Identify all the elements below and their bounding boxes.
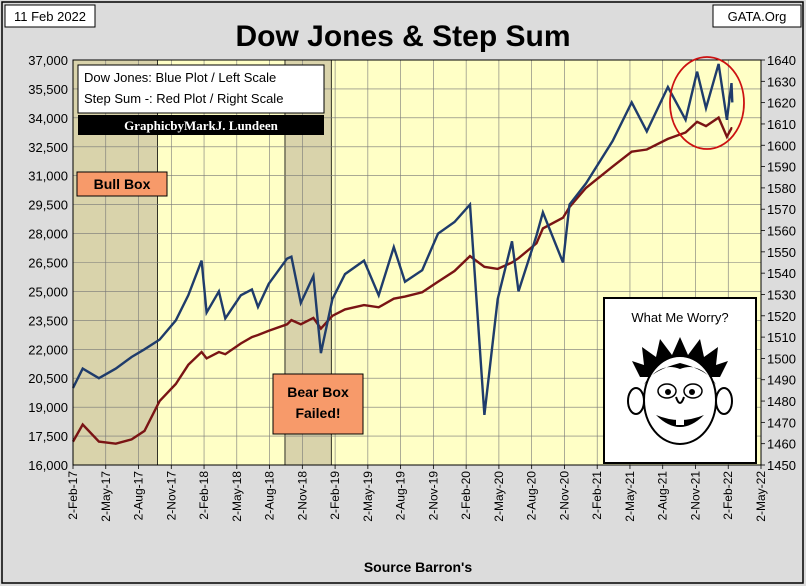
- legend-line-dow: Dow Jones: Blue Plot / Left Scale: [84, 70, 276, 85]
- left-tick-label: 29,500: [28, 198, 68, 213]
- x-tick-label: 2-Aug-20: [525, 471, 539, 521]
- right-tick-label: 1480: [767, 394, 796, 409]
- worry-label: What Me Worry?: [631, 310, 728, 325]
- series-line-step-sum: [71, 115, 733, 445]
- right-tick-label: 1530: [767, 287, 796, 302]
- bull-box-label: Bull Box: [94, 176, 151, 192]
- x-tick-label: 2-May-17: [99, 471, 113, 522]
- left-tick-label: 25,000: [28, 284, 68, 299]
- x-tick-label: 2-Feb-17: [66, 471, 80, 520]
- left-axis: 16,000 17,500 19,000 20,500 22,000 23,500 25,0…: [28, 53, 68, 473]
- right-tick-label: 1600: [767, 138, 796, 153]
- chart-title: Dow Jones & Step Sum: [235, 20, 570, 53]
- right-tick-label: 1470: [767, 415, 796, 430]
- left-tick-label: 32,500: [28, 140, 68, 155]
- x-tick-label: 2-Nov-17: [164, 471, 178, 521]
- legend-box: [77, 64, 325, 114]
- left-tick-label: 26,500: [28, 256, 68, 271]
- left-tick-label: 35,500: [28, 82, 68, 97]
- bear-box-label-line2: Failed!: [295, 405, 340, 421]
- date-box: [4, 4, 96, 28]
- highlight-circle: [669, 56, 745, 150]
- left-tick-label: 28,000: [28, 227, 68, 242]
- x-tick-label: 2-Feb-18: [197, 471, 211, 520]
- x-tick-label: 2-Nov-19: [426, 471, 440, 521]
- x-tick-label: 2-Nov-21: [688, 471, 702, 521]
- x-tick-label: 2-Feb-22: [721, 471, 735, 520]
- right-axis: 1450 1460 1470 1480 1490 1500 1510 1520 1530 1540…: [761, 53, 796, 473]
- date-label: 11 Feb 2022: [14, 9, 86, 24]
- right-tick-label: 1500: [767, 351, 796, 366]
- x-axis: 2-Feb-17 2-May-17 2-Aug-17 2-Nov-17 2-Feb-18…: [66, 465, 768, 522]
- x-tick-label: 2-May-21: [623, 471, 637, 522]
- credit-label: GraphicbyMarkJ. Lundeen: [124, 118, 279, 133]
- bear-box-label-box: [272, 373, 364, 435]
- cartoon-face-icon: [627, 337, 733, 445]
- bull-box-label-box: [76, 171, 168, 197]
- left-tick-label: 22,000: [28, 342, 68, 357]
- right-tick-label: 1580: [767, 181, 796, 196]
- x-tick-label: 2-May-18: [230, 471, 244, 522]
- x-tick-label: 2-Feb-21: [590, 471, 604, 520]
- plot-border: [72, 59, 762, 466]
- right-tick-label: 1450: [767, 458, 796, 473]
- site-box: [712, 4, 802, 28]
- series-line-dow-jones: [71, 63, 734, 416]
- x-tick-label: 2-Aug-18: [263, 471, 277, 521]
- legend-line-step: Step Sum -: Red Plot / Right Scale: [84, 91, 283, 106]
- right-tick-label: 1620: [767, 96, 796, 111]
- right-tick-label: 1560: [767, 224, 796, 239]
- left-tick-label: 34,000: [28, 111, 68, 126]
- x-tick-label: 2-Aug-19: [394, 471, 408, 521]
- x-tick-label: 2-Feb-20: [459, 471, 473, 520]
- right-tick-label: 1490: [767, 373, 796, 388]
- right-tick-label: 1460: [767, 437, 796, 452]
- x-tick-label: 2-Feb-19: [328, 471, 342, 520]
- right-tick-label: 1520: [767, 309, 796, 324]
- left-tick-label: 20,500: [28, 371, 68, 386]
- right-tick-label: 1550: [767, 245, 796, 260]
- right-tick-label: 1640: [767, 53, 796, 68]
- x-tick-label: 2-Aug-21: [656, 471, 670, 521]
- credit-box: [78, 115, 324, 135]
- right-tick-label: 1610: [767, 117, 796, 132]
- x-tick-label: 2-Nov-18: [295, 471, 309, 521]
- x-tick-label: 2-Nov-20: [557, 471, 571, 521]
- left-tick-label: 16,000: [28, 458, 68, 473]
- left-tick-label: 23,500: [28, 313, 68, 328]
- left-tick-label: 31,000: [28, 169, 68, 184]
- left-tick-label: 19,000: [28, 400, 68, 415]
- x-tick-label: 2-Aug-17: [132, 471, 146, 521]
- x-tick-label: 2-May-19: [361, 471, 375, 522]
- x-tick-label: 2-May-20: [492, 471, 506, 522]
- left-tick-label: 17,500: [28, 429, 68, 444]
- right-tick-label: 1510: [767, 330, 796, 345]
- site-label: GATA.Org: [728, 9, 787, 24]
- right-tick-label: 1570: [767, 202, 796, 217]
- right-tick-label: 1540: [767, 266, 796, 281]
- x-tick-label: 2-May-22: [754, 471, 768, 522]
- bear-box-label-line1: Bear Box: [287, 384, 349, 400]
- x-axis-label: Source Barron's: [364, 559, 473, 575]
- right-tick-label: 1590: [767, 160, 796, 175]
- left-tick-label: 37,000: [28, 53, 68, 68]
- right-tick-label: 1630: [767, 74, 796, 89]
